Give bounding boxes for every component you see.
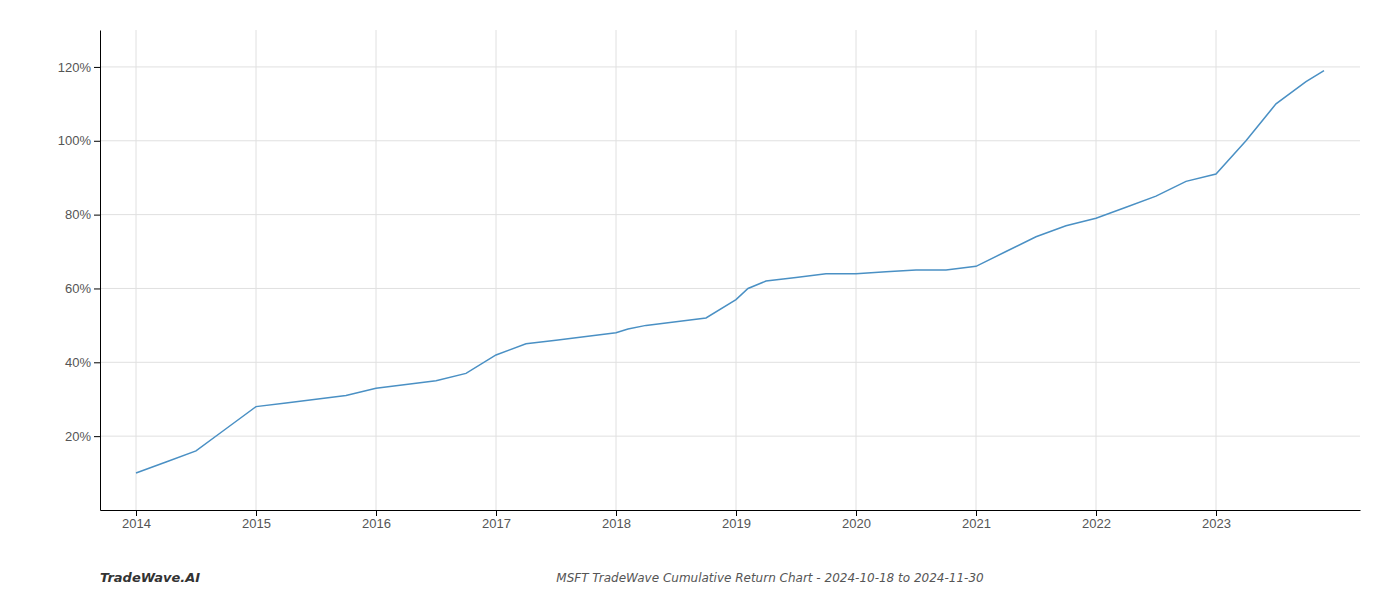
x-tick: 2014	[122, 510, 151, 531]
x-tick: 2017	[482, 510, 511, 531]
grid-line	[100, 436, 1360, 437]
marks	[136, 71, 1324, 473]
tick-mark	[1096, 510, 1097, 516]
grid-line	[616, 30, 617, 510]
tick-label: 60%	[65, 281, 91, 296]
y-tick: 80%	[65, 207, 100, 222]
tick-mark	[1216, 510, 1217, 516]
tick-mark	[94, 215, 100, 216]
y-axis: 20% 40% 60% 80% 100% 120%	[58, 31, 101, 511]
grid	[100, 30, 1360, 510]
tick-mark	[736, 510, 737, 516]
plot: 2014 2015 2016 2017 2018 2019 2020 2021 2022 2023…	[58, 30, 1361, 531]
tick-mark	[256, 510, 257, 516]
grid-line	[856, 30, 857, 510]
x-tick: 2016	[362, 510, 391, 531]
tick-label: 2014	[122, 516, 151, 531]
tick-mark	[616, 510, 617, 516]
line	[136, 71, 1324, 473]
tick-label: 2019	[722, 516, 751, 531]
axis-line	[101, 510, 1361, 511]
tick-label: 120%	[58, 60, 92, 75]
chart: 2014 2015 2016 2017 2018 2019 2020 2021 2022 2023…	[0, 0, 1400, 600]
y-tick: 40%	[65, 355, 100, 370]
tick-mark	[94, 288, 100, 289]
tick-mark	[94, 141, 100, 142]
tick-label: 2018	[602, 516, 631, 531]
tick-mark	[856, 510, 857, 516]
tick-mark	[94, 436, 100, 437]
grid-line	[100, 214, 1360, 215]
x-tick: 2021	[962, 510, 991, 531]
x-tick: 2022	[1082, 510, 1111, 531]
tick-label: 20%	[65, 429, 91, 444]
tick-label: 2016	[362, 516, 391, 531]
tick-label: 2023	[1202, 516, 1231, 531]
x-axis: 2014 2015 2016 2017 2018 2019 2020 2021 2022 2023	[101, 510, 1361, 531]
x-tick: 2015	[242, 510, 271, 531]
grid-line	[736, 30, 737, 510]
tick-mark	[976, 510, 977, 516]
grid-line	[100, 140, 1360, 141]
tick-mark	[376, 510, 377, 516]
y-tick: 120%	[58, 60, 100, 75]
grid-line	[256, 30, 257, 510]
y-tick: 20%	[65, 429, 100, 444]
tick-label: 2015	[242, 516, 271, 531]
tick-label: 100%	[58, 133, 92, 148]
y-tick: 100%	[58, 133, 100, 148]
watermark: TradeWave.AI	[100, 570, 200, 585]
tick-mark	[94, 67, 100, 68]
tick-label: 80%	[65, 207, 91, 222]
grid-line	[496, 30, 497, 510]
x-tick: 2018	[602, 510, 631, 531]
tick-mark	[94, 362, 100, 363]
x-tick: 2019	[722, 510, 751, 531]
grid-line	[136, 30, 137, 510]
grid-line	[976, 30, 977, 510]
grid-line	[376, 30, 377, 510]
tick-label: 2021	[962, 516, 991, 531]
grid-line	[1096, 30, 1097, 510]
tick-mark	[136, 510, 137, 516]
grid-line	[100, 288, 1360, 289]
tick-mark	[496, 510, 497, 516]
axis-line	[100, 31, 101, 511]
title: MSFT TradeWave Cumulative Return Chart -…	[556, 571, 984, 585]
grid-line	[100, 362, 1360, 363]
x-tick: 2020	[842, 510, 871, 531]
tick-label: 2017	[482, 516, 511, 531]
y-tick: 60%	[65, 281, 100, 296]
tick-label: 2020	[842, 516, 871, 531]
grid-line	[1216, 30, 1217, 510]
tick-label: 40%	[65, 355, 91, 370]
tick-label: 2022	[1082, 516, 1111, 531]
x-tick: 2023	[1202, 510, 1231, 531]
grid-line	[100, 66, 1360, 67]
